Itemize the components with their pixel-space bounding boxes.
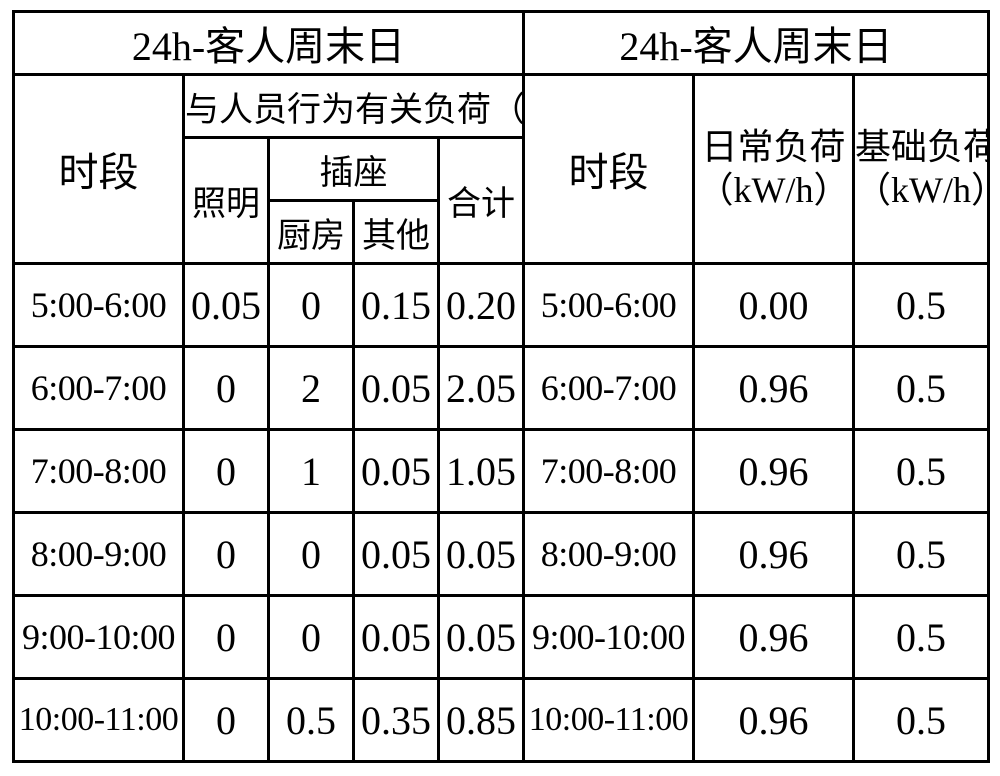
cell-other: 0.35: [354, 679, 439, 762]
table-row: 6:00-7:00020.052.056:00-7:000.960.5: [14, 347, 989, 430]
cell-kitchen: 0: [269, 596, 354, 679]
cell-kitchen: 1: [269, 430, 354, 513]
header-other: 其他: [354, 201, 439, 264]
header-base-load: 基础负荷 （kW/h）: [854, 75, 989, 264]
cell-time-right: 9:00-10:00: [524, 596, 694, 679]
cell-time-left: 8:00-9:00: [14, 513, 184, 596]
header-base-load-line1: 基础负荷: [855, 127, 989, 167]
cell-base: 0.5: [854, 430, 989, 513]
cell-lighting: 0.05: [184, 264, 269, 347]
header-base-load-line2: （kW/h）: [855, 170, 989, 210]
cell-time-right: 5:00-6:00: [524, 264, 694, 347]
cell-base: 0.5: [854, 347, 989, 430]
header-kitchen: 厨房: [269, 201, 354, 264]
table-body: 5:00-6:000.0500.150.205:00-6:000.000.56:…: [14, 264, 989, 762]
cell-other: 0.05: [354, 430, 439, 513]
cell-daily: 0.96: [694, 679, 854, 762]
cell-kitchen: 0: [269, 264, 354, 347]
cell-lighting: 0: [184, 430, 269, 513]
header-daily-load: 日常负荷 （kW/h）: [694, 75, 854, 264]
cell-lighting: 0: [184, 596, 269, 679]
cell-total: 0.05: [439, 513, 524, 596]
cell-base: 0.5: [854, 679, 989, 762]
cell-other: 0.15: [354, 264, 439, 347]
table-row: 8:00-9:00000.050.058:00-9:000.960.5: [14, 513, 989, 596]
cell-daily: 0.96: [694, 596, 854, 679]
cell-daily: 0.96: [694, 513, 854, 596]
header-left-title: 24h-客人周末日: [14, 12, 524, 75]
cell-total: 2.05: [439, 347, 524, 430]
header-right-title: 24h-客人周末日: [524, 12, 989, 75]
header-total: 合计: [439, 138, 524, 264]
header-behavior-group: 与人员行为有关负荷（kW/h）: [184, 75, 524, 138]
cell-lighting: 0: [184, 679, 269, 762]
cell-kitchen: 0: [269, 513, 354, 596]
cell-base: 0.5: [854, 513, 989, 596]
cell-base: 0.5: [854, 596, 989, 679]
cell-other: 0.05: [354, 596, 439, 679]
table-row: 5:00-6:000.0500.150.205:00-6:000.000.5: [14, 264, 989, 347]
cell-base: 0.5: [854, 264, 989, 347]
table-row: 7:00-8:00010.051.057:00-8:000.960.5: [14, 430, 989, 513]
cell-time-left: 6:00-7:00: [14, 347, 184, 430]
cell-other: 0.05: [354, 347, 439, 430]
cell-daily: 0.96: [694, 430, 854, 513]
cell-total: 1.05: [439, 430, 524, 513]
table-row: 10:00-11:0000.50.350.8510:00-11:000.960.…: [14, 679, 989, 762]
cell-total: 0.05: [439, 596, 524, 679]
cell-time-right: 10:00-11:00: [524, 679, 694, 762]
cell-time-right: 7:00-8:00: [524, 430, 694, 513]
header-daily-load-line1: 日常负荷: [701, 127, 845, 167]
cell-time-left: 7:00-8:00: [14, 430, 184, 513]
load-table: 24h-客人周末日 24h-客人周末日 时段 与人员行为有关负荷（kW/h） 时…: [12, 10, 990, 763]
cell-daily: 0.96: [694, 347, 854, 430]
cell-time-right: 8:00-9:00: [524, 513, 694, 596]
header-daily-load-line2: （kW/h）: [698, 170, 850, 210]
cell-total: 0.20: [439, 264, 524, 347]
cell-time-right: 6:00-7:00: [524, 347, 694, 430]
cell-total: 0.85: [439, 679, 524, 762]
table-header: 24h-客人周末日 24h-客人周末日 时段 与人员行为有关负荷（kW/h） 时…: [14, 12, 989, 264]
header-socket-group: 插座: [269, 138, 439, 201]
cell-lighting: 0: [184, 513, 269, 596]
header-left-time: 时段: [14, 75, 184, 264]
cell-kitchen: 0.5: [269, 679, 354, 762]
cell-kitchen: 2: [269, 347, 354, 430]
header-right-time: 时段: [524, 75, 694, 264]
cell-time-left: 10:00-11:00: [14, 679, 184, 762]
cell-other: 0.05: [354, 513, 439, 596]
cell-lighting: 0: [184, 347, 269, 430]
cell-daily: 0.00: [694, 264, 854, 347]
table-row: 9:00-10:00000.050.059:00-10:000.960.5: [14, 596, 989, 679]
cell-time-left: 9:00-10:00: [14, 596, 184, 679]
header-lighting: 照明: [184, 138, 269, 264]
cell-time-left: 5:00-6:00: [14, 264, 184, 347]
